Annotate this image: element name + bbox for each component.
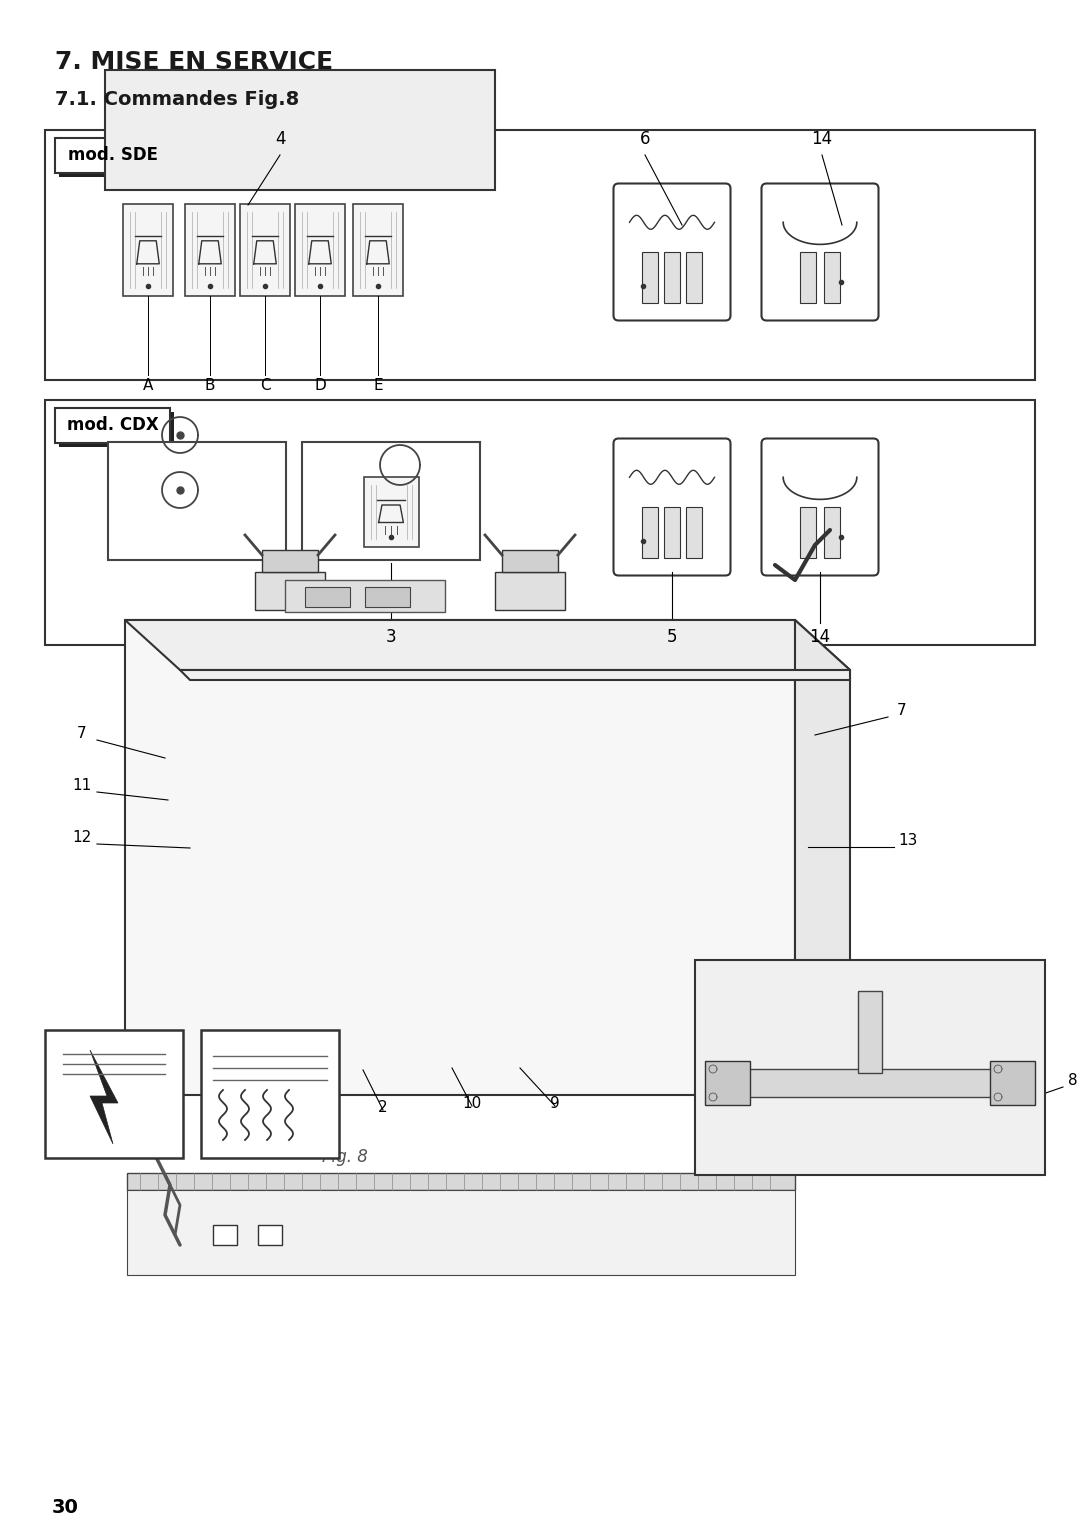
Text: mod. SDE: mod. SDE: [67, 147, 158, 165]
Bar: [364, 477, 419, 547]
Text: C: C: [259, 377, 270, 393]
Bar: [824, 507, 840, 558]
Text: 11: 11: [72, 778, 92, 793]
Text: 1: 1: [303, 1100, 313, 1115]
FancyBboxPatch shape: [613, 439, 730, 576]
Bar: [800, 507, 816, 558]
Bar: [123, 205, 173, 296]
Polygon shape: [795, 620, 850, 1144]
Text: 9: 9: [550, 1096, 559, 1111]
Text: 8: 8: [1068, 1073, 1078, 1088]
Bar: [710, 1070, 1030, 1097]
Bar: [696, 960, 1045, 1175]
Bar: [686, 507, 702, 558]
Bar: [108, 442, 286, 559]
Bar: [990, 1060, 1035, 1105]
Bar: [302, 442, 480, 559]
Text: 7: 7: [77, 726, 86, 741]
Bar: [262, 550, 318, 571]
Bar: [642, 507, 658, 558]
Text: Fig. 8: Fig. 8: [322, 1148, 368, 1166]
Polygon shape: [180, 669, 850, 680]
Text: E: E: [374, 377, 382, 393]
Text: 4: 4: [274, 130, 285, 148]
Text: 12: 12: [72, 830, 92, 845]
Bar: [55, 408, 170, 443]
Bar: [127, 1190, 795, 1274]
Text: D: D: [314, 377, 326, 393]
Bar: [502, 550, 558, 571]
Bar: [664, 507, 680, 558]
Text: 13: 13: [899, 833, 918, 848]
Text: 7. MISE EN SERVICE: 7. MISE EN SERVICE: [55, 50, 333, 73]
Text: B: B: [205, 377, 215, 393]
Text: 2: 2: [378, 1100, 388, 1115]
Text: 10: 10: [462, 1096, 482, 1111]
Bar: [305, 587, 350, 607]
Bar: [858, 992, 882, 1073]
Text: 3: 3: [386, 628, 396, 646]
Text: mod. CDX: mod. CDX: [67, 417, 159, 434]
Bar: [127, 1174, 795, 1190]
FancyBboxPatch shape: [761, 183, 878, 321]
Bar: [59, 142, 174, 177]
FancyBboxPatch shape: [613, 183, 730, 321]
Bar: [686, 252, 702, 303]
Text: 7.1. Commandes Fig.8: 7.1. Commandes Fig.8: [55, 90, 299, 108]
Text: 5: 5: [666, 628, 677, 646]
FancyBboxPatch shape: [761, 439, 878, 576]
Bar: [45, 130, 1035, 380]
Polygon shape: [90, 1050, 118, 1144]
Text: 14: 14: [809, 628, 831, 646]
Bar: [45, 1030, 183, 1158]
Text: 6: 6: [639, 130, 650, 148]
Bar: [55, 138, 170, 173]
Text: 30: 30: [52, 1497, 79, 1517]
Text: A: A: [143, 377, 153, 393]
Bar: [213, 1225, 237, 1245]
Text: 7: 7: [897, 703, 907, 718]
Bar: [353, 205, 403, 296]
Bar: [664, 252, 680, 303]
Bar: [642, 252, 658, 303]
Bar: [495, 571, 565, 610]
Bar: [105, 70, 495, 189]
Bar: [240, 205, 291, 296]
Bar: [45, 400, 1035, 645]
Bar: [824, 252, 840, 303]
Polygon shape: [125, 620, 795, 1096]
Bar: [295, 205, 345, 296]
Bar: [201, 1030, 339, 1158]
Bar: [258, 1225, 282, 1245]
Bar: [365, 587, 410, 607]
Bar: [255, 571, 325, 610]
Bar: [185, 205, 235, 296]
Bar: [285, 581, 445, 613]
Text: 14: 14: [811, 130, 833, 148]
Bar: [800, 252, 816, 303]
Bar: [705, 1060, 750, 1105]
Polygon shape: [125, 620, 850, 669]
Bar: [59, 413, 174, 448]
